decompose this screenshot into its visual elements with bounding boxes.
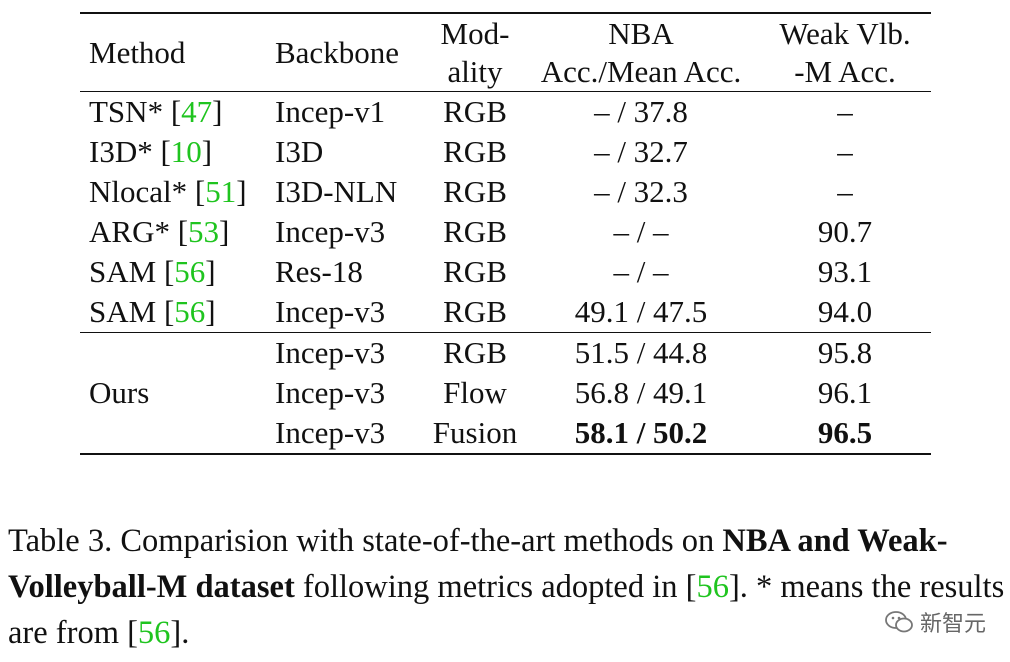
- nba-cell: 56.8 / 49.1: [574, 375, 708, 410]
- method-name: TSN*: [89, 94, 164, 129]
- table-row: Incep-v3 Fusion 58.1 / 50.2 96.5: [80, 413, 931, 454]
- citation-link[interactable]: 56: [174, 254, 206, 289]
- watermark: 新智元: [884, 606, 986, 638]
- modality-cell: RGB: [443, 94, 507, 129]
- modality-cell: RGB: [443, 335, 507, 370]
- table-row: TSN* [47] Incep-v1 RGB – / 37.8 –: [80, 92, 931, 133]
- caption-text-2: following metrics adopted in [: [302, 569, 697, 605]
- weak-cell: 93.1: [817, 254, 873, 289]
- caption-label: Table 3.: [8, 523, 113, 559]
- weak-cell: 90.7: [817, 214, 873, 249]
- nba-cell: – / 32.7: [594, 134, 688, 169]
- weak-cell: 96.1: [817, 375, 873, 410]
- ours-method-cell: Ours: [89, 375, 150, 410]
- table-row: ARG* [53] Incep-v3 RGB – / – 90.7: [80, 212, 931, 252]
- backbone-cell: Incep-v3: [275, 375, 386, 410]
- header-modality-line1: Mod-: [440, 16, 510, 51]
- table-row: SAM [56] Incep-v3 RGB 49.1 / 47.5 94.0: [80, 292, 931, 333]
- nba-cell: – / 37.8: [594, 94, 688, 129]
- method-cell: SAM [56]: [89, 254, 216, 289]
- header-weak-line1: Weak Vlb.: [779, 16, 911, 51]
- method-cell: SAM [56]: [89, 294, 216, 329]
- table-row: Ours Incep-v3 RGB 51.5 / 44.8 95.8: [80, 333, 931, 410]
- backbone-cell: Incep-v3: [275, 415, 386, 450]
- header-row-1: Method Backbone Mod- NBA Weak Vlb.: [80, 13, 931, 70]
- backbone-cell: I3D: [275, 134, 324, 169]
- nba-cell: – / –: [613, 214, 669, 249]
- modality-cell: RGB: [443, 134, 507, 169]
- header-weak-line2: -M Acc.: [794, 54, 896, 89]
- weak-cell: 94.0: [817, 294, 873, 329]
- citation-link[interactable]: 53: [188, 214, 220, 249]
- results-table-wrapper: Method Backbone Mod- NBA Weak Vlb. ality…: [80, 12, 931, 455]
- caption-citation-link[interactable]: 56: [696, 569, 729, 605]
- baseline-rows: TSN* [47] Incep-v1 RGB – / 37.8– I3D* [10] I3…: [80, 92, 931, 333]
- header-nba-line1: NBA: [608, 16, 674, 51]
- backbone-cell: Incep-v3: [275, 335, 386, 370]
- citation-link[interactable]: 56: [174, 294, 206, 329]
- nba-cell: 49.1 / 47.5: [574, 294, 708, 329]
- caption-citation-link[interactable]: 56: [137, 615, 171, 651]
- table-caption: Table 3. Comparision with state-of-the-a…: [8, 518, 1008, 656]
- modality-cell: RGB: [443, 254, 507, 289]
- backbone-cell: Res-18: [275, 254, 363, 289]
- modality-cell: RGB: [443, 174, 507, 209]
- header-nba-line2: Acc./Mean Acc.: [540, 54, 742, 89]
- weak-cell: 95.8: [817, 335, 873, 370]
- nba-cell: 51.5 / 44.8: [574, 335, 708, 370]
- method-cell: I3D* [10]: [89, 134, 213, 169]
- method-cell: Nlocal* [51]: [89, 174, 247, 209]
- caption-text-4: ].: [170, 615, 190, 651]
- citation-link[interactable]: 10: [170, 134, 202, 169]
- backbone-cell: I3D-NLN: [275, 174, 398, 209]
- modality-cell: Flow: [443, 375, 507, 410]
- backbone-cell: Incep-v3: [275, 214, 386, 249]
- table-row: I3D* [10] I3D RGB – / 32.7 –: [80, 132, 931, 172]
- table-header: Method Backbone Mod- NBA Weak Vlb. ality…: [80, 13, 931, 92]
- caption-text-3: ]. * means the results are from [: [8, 569, 1005, 651]
- method-name: SAM: [89, 294, 157, 329]
- caption-bold-dataset: NBA and Weak-Volleyball-M dataset: [8, 523, 948, 605]
- method-name: SAM: [89, 254, 157, 289]
- header-row-2: ality Acc./Mean Acc. -M Acc.: [80, 53, 931, 92]
- table-row: Nlocal* [51] I3D-NLN RGB – / 32.3 –: [80, 172, 931, 212]
- weak-cell: 96.5: [817, 415, 873, 450]
- watermark-text: 新智元: [919, 612, 986, 637]
- backbone-cell: Incep-v1: [275, 94, 386, 129]
- wechat-icon: [885, 611, 913, 633]
- modality-cell: RGB: [443, 294, 507, 329]
- nba-cell: 58.1 / 50.2: [574, 415, 708, 450]
- caption-text-1: Comparision with state-of-the-art method…: [120, 523, 715, 559]
- backbone-cell: Incep-v3: [275, 294, 386, 329]
- table-row: SAM [56] Res-18 RGB – / – 93.1: [80, 252, 931, 292]
- nba-cell: – / 32.3: [594, 174, 688, 209]
- modality-cell: RGB: [443, 214, 507, 249]
- weak-cell: –: [837, 174, 853, 209]
- results-table: Method Backbone Mod- NBA Weak Vlb. ality…: [80, 12, 931, 455]
- header-backbone: Backbone: [275, 35, 399, 70]
- citation-link[interactable]: 47: [181, 94, 213, 129]
- ours-rows: Ours Incep-v3 RGB 51.5 / 44.8 95.8 Incep-v3 Fl…: [80, 332, 931, 455]
- header-method: Method: [89, 35, 186, 70]
- header-modality-line2: ality: [447, 54, 503, 89]
- method-name: I3D*: [89, 134, 153, 169]
- weak-cell: –: [837, 134, 853, 169]
- method-name: Nlocal*: [89, 174, 188, 209]
- nba-cell: – / –: [613, 254, 669, 289]
- table-row: Incep-v3 Flow 56.8 / 49.1 96.1: [80, 373, 931, 413]
- modality-cell: Fusion: [432, 415, 518, 450]
- weak-cell: –: [837, 94, 853, 129]
- method-cell: TSN* [47]: [89, 94, 223, 129]
- method-cell: ARG* [53]: [89, 214, 230, 249]
- citation-link[interactable]: 51: [205, 174, 237, 209]
- method-name: ARG*: [89, 214, 170, 249]
